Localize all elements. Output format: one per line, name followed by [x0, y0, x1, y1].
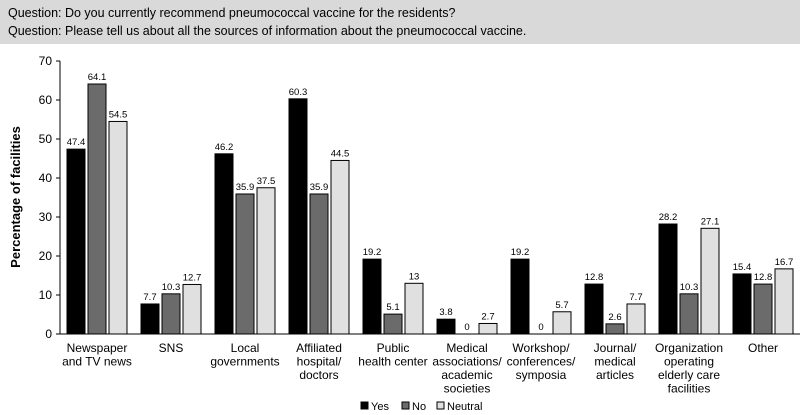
value-labels: 47.464.154.57.710.312.746.235.937.560.33…: [67, 72, 794, 333]
value-label-neutral: 5.7: [555, 300, 568, 311]
bar-no: [605, 323, 625, 335]
value-label-yes: 47.4: [67, 137, 86, 148]
value-label-neutral: 16.7: [775, 257, 794, 268]
y-tick-label: 0: [45, 327, 52, 341]
legend-swatch-yes: [360, 401, 369, 410]
category-label: Newspaper and TV news: [62, 341, 132, 369]
question-header: Question: Do you currently recommend pne…: [0, 0, 800, 44]
value-label-neutral: 7.7: [629, 292, 642, 303]
bar-neutral: [330, 159, 350, 335]
bar-no: [383, 313, 403, 335]
bar-neutral: [182, 283, 202, 335]
y-tick-label: 30: [39, 210, 53, 224]
bar-yes: [362, 258, 382, 335]
bar-yes: [214, 153, 234, 335]
bar-no: [679, 293, 699, 335]
y-axis-label: Percentage of facilities: [8, 126, 23, 268]
bar-yes: [658, 223, 678, 335]
value-label-no: 64.1: [88, 72, 107, 83]
bar-yes: [510, 258, 530, 335]
bar-yes: [436, 318, 456, 335]
bar-yes: [584, 283, 604, 335]
legend-swatch-neutral: [436, 401, 445, 410]
y-tick-label: 70: [39, 54, 53, 68]
value-label-neutral: 12.7: [183, 272, 202, 283]
value-label-yes: 28.2: [659, 212, 678, 223]
legend: Yes No Neutral: [360, 401, 482, 413]
bar-neutral: [108, 120, 128, 335]
y-tick-label: 20: [39, 249, 53, 263]
value-label-no: 0: [464, 322, 469, 333]
y-tick-label: 50: [39, 132, 53, 146]
category-label: Organization operating elderly care facilit…: [655, 341, 723, 396]
question-line-1: Question: Do you currently recommend pne…: [8, 6, 456, 20]
value-label-yes: 19.2: [363, 247, 382, 258]
bar-yes: [288, 98, 308, 335]
bar-no: [87, 83, 107, 335]
value-label-yes: 7.7: [143, 292, 156, 303]
value-label-neutral: 13: [409, 271, 420, 282]
category-labels: Newspaper and TV news SNS Local governments A…: [62, 341, 778, 396]
category-label: Affiliated hospital/doctors: [296, 341, 342, 382]
bar-neutral: [774, 268, 794, 335]
category-label: Other: [748, 341, 778, 355]
bar-no: [753, 283, 773, 335]
bar-neutral: [478, 322, 498, 335]
value-label-no: 35.9: [310, 182, 329, 193]
value-label-no: 10.3: [162, 282, 181, 293]
y-tick-label: 10: [39, 288, 53, 302]
value-label-neutral: 2.7: [481, 311, 494, 322]
bar-yes: [140, 303, 160, 335]
bar-yes: [66, 148, 86, 335]
question-line-2: Question: Please tell us about all the s…: [8, 24, 527, 38]
value-label-yes: 3.8: [439, 307, 452, 318]
bar-neutral: [700, 227, 720, 335]
value-label-yes: 60.3: [289, 87, 308, 98]
value-label-no: 35.9: [236, 182, 255, 193]
bar-neutral: [552, 311, 572, 335]
bars: [66, 83, 794, 335]
bar-no: [235, 193, 255, 335]
category-label: Workshop/conferences/symposia: [507, 341, 576, 382]
value-label-no: 10.3: [680, 282, 699, 293]
legend-swatch-no: [401, 401, 410, 410]
bar-no: [161, 293, 181, 335]
value-label-no: 12.8: [754, 272, 773, 283]
value-label-neutral: 44.5: [331, 148, 350, 159]
category-label: Journal/medical articles: [594, 341, 637, 382]
bar-neutral: [256, 187, 276, 335]
category-label: SNS: [159, 341, 184, 355]
category-label: Medical associations/academic societies: [432, 341, 502, 396]
category-label: Local governments: [210, 341, 279, 369]
legend-label-no: No: [412, 401, 426, 413]
value-label-yes: 12.8: [585, 272, 604, 283]
value-label-neutral: 27.1: [701, 216, 720, 227]
value-label-yes: 19.2: [511, 247, 530, 258]
legend-label-yes: Yes: [371, 401, 389, 413]
y-tick-label: 60: [39, 93, 53, 107]
legend-label-neutral: Neutral: [447, 401, 482, 413]
value-label-yes: 46.2: [215, 142, 234, 153]
bar-neutral: [626, 303, 646, 335]
value-label-no: 0: [538, 322, 543, 333]
bar-yes: [732, 273, 752, 335]
y-tick-label: 40: [39, 171, 53, 185]
axes: 0 10 20 30 40 50 60 70: [39, 54, 800, 341]
value-label-no: 5.1: [386, 302, 399, 313]
value-label-neutral: 54.5: [109, 109, 128, 120]
value-label-no: 2.6: [608, 312, 621, 323]
value-label-neutral: 37.5: [257, 176, 276, 187]
bar-neutral: [404, 282, 424, 335]
value-label-yes: 15.4: [733, 262, 752, 273]
category-label: Public health center: [358, 341, 427, 369]
bar-no: [309, 193, 329, 335]
